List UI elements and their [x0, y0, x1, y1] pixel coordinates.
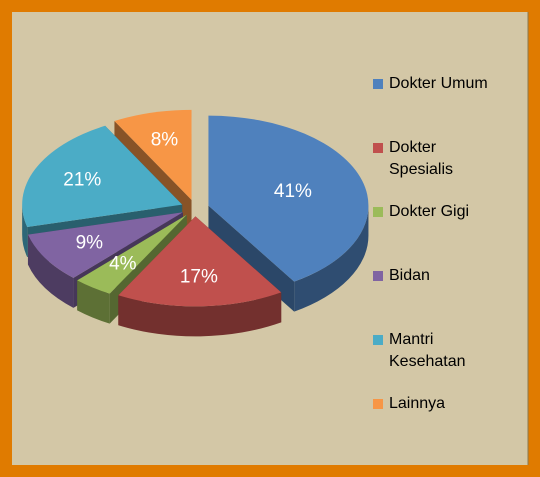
slice-top	[27, 212, 183, 278]
legend-swatch	[373, 79, 383, 89]
slice-wall	[27, 234, 74, 308]
slice-top	[118, 216, 282, 307]
legend-swatch	[373, 143, 383, 153]
data-label: 41%	[274, 181, 312, 202]
slice-wall	[77, 280, 110, 324]
slice-top	[22, 125, 183, 228]
data-label: 21%	[63, 169, 101, 190]
legend-swatch	[373, 335, 383, 345]
legend-swatch	[373, 399, 383, 409]
slice	[118, 216, 282, 337]
legend-label: Dokter Gigi	[389, 203, 469, 220]
data-label: 17%	[180, 267, 218, 288]
slice-wall	[294, 205, 369, 312]
slice-top	[77, 214, 187, 294]
legend-swatch	[373, 271, 383, 281]
data-label: 9%	[76, 232, 104, 253]
data-label: 8%	[151, 130, 179, 151]
data-label: 4%	[109, 253, 137, 274]
legend-label: Mantri Kesehatan	[389, 331, 466, 370]
legend-label: Dokter Umum	[389, 75, 488, 92]
legend-label: Dokter Spesialis	[389, 139, 453, 178]
legend-label: Bidan	[389, 267, 430, 284]
legend-swatch	[373, 207, 383, 217]
slice-top	[114, 109, 192, 200]
slice-wall	[118, 292, 282, 337]
legend-label: Lainnya	[389, 395, 445, 412]
slice-top	[208, 115, 369, 282]
slice-wall	[22, 204, 28, 258]
